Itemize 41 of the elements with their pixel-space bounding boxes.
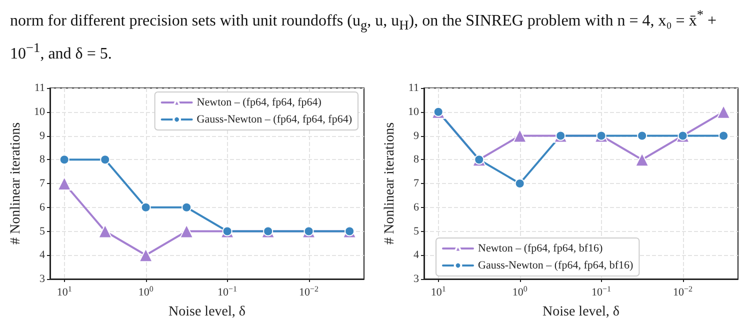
y-tick-label: 6: [414, 201, 420, 214]
legend-label: Newton – (fp64, fp64, fp64): [196, 96, 322, 108]
point: [98, 224, 112, 238]
legend-label: Gauss-Newton – (fp64, fp64, fp64): [196, 114, 352, 126]
y-tick-label: 3: [40, 273, 46, 285]
point: [512, 128, 527, 143]
y-tick-label: 7: [414, 178, 420, 190]
y-tick-label: 4: [414, 249, 420, 262]
point: [635, 152, 650, 167]
y-tick-label: 7: [40, 178, 46, 190]
point: [140, 202, 151, 212]
y-tick-label: 5: [414, 225, 420, 238]
y-tick-label: 10: [408, 106, 420, 118]
point: [182, 202, 192, 212]
text: norm for different precision sets with unit roundoffs (u$_{g}$, u, u$_{H}$), on the SINREG problem with n = 4, x₀ = x̄$^{*}$ + 10$^{−1}$, and δ = 5.: [10, 7, 717, 62]
y-tick-label: 3: [414, 273, 420, 285]
point: [637, 130, 648, 141]
x-axis-title: Noise level, δ: [542, 304, 620, 320]
point: [718, 130, 729, 141]
y-tick-label: 10: [34, 106, 46, 118]
point: [59, 154, 70, 165]
point: [514, 178, 525, 188]
y-axis-title: # Nonlinear iterations: [382, 122, 398, 245]
y-tick-label: 4: [40, 249, 46, 262]
point: [138, 248, 153, 262]
y-tick-label: 6: [40, 201, 46, 214]
legend-label: Newton – (fp64, fp64, bf16): [478, 242, 603, 254]
y-axis-title: # Nonlinear iterations: [8, 122, 24, 245]
y-tick-label: 8: [414, 154, 420, 166]
x-axis-title: Noise level, δ: [168, 304, 246, 320]
y-tick-label: 5: [40, 225, 46, 238]
y-tick-label: 11: [408, 82, 419, 94]
legend-label: Gauss-Newton – (fp64, fp64, bf16): [478, 260, 634, 272]
y-tick-label: 9: [414, 130, 420, 142]
y-tick-label: 9: [40, 130, 46, 142]
point: [57, 176, 72, 190]
y-tick-label: 8: [40, 154, 46, 166]
y-tick-label: 11: [34, 82, 45, 94]
point: [180, 224, 194, 238]
point: [100, 154, 110, 165]
point: [716, 104, 731, 119]
